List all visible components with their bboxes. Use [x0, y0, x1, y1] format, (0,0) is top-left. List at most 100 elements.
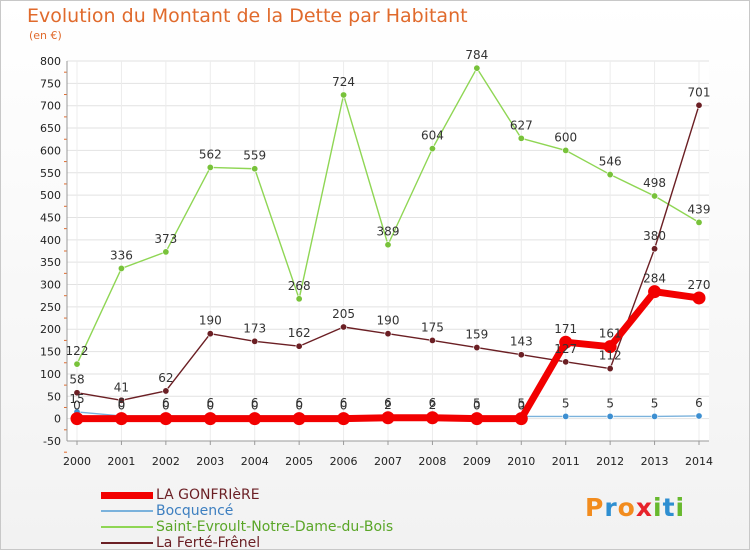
legend-swatch: [101, 542, 153, 544]
y-tick-label: 700: [40, 100, 61, 113]
data-point: [384, 330, 392, 338]
data-point: [117, 396, 125, 404]
data-label: 373: [154, 232, 177, 246]
data-label: 5: [517, 396, 525, 410]
data-label: 2: [429, 398, 437, 412]
data-point: [381, 411, 395, 425]
data-label: 41: [114, 380, 129, 394]
data-label: 546: [599, 155, 622, 169]
data-point: [162, 248, 170, 256]
x-tick-label: 2000: [63, 455, 91, 468]
data-label: 112: [599, 349, 622, 363]
data-point: [203, 412, 217, 426]
data-point: [428, 145, 436, 153]
x-tick-label: 2008: [418, 455, 446, 468]
x-tick-label: 2007: [374, 455, 402, 468]
logo-letter: t: [662, 493, 676, 522]
data-label: 701: [688, 85, 711, 99]
y-tick-label: 550: [40, 167, 61, 180]
y-tick-label: 200: [40, 323, 61, 336]
data-label: 62: [158, 371, 173, 385]
data-label: 6: [295, 396, 303, 410]
legend-label: Saint-Evroult-Notre-Dame-du-Bois: [156, 519, 394, 535]
x-tick-label: 2011: [552, 455, 580, 468]
data-label: 6: [384, 396, 392, 410]
data-label: 173: [243, 321, 266, 335]
data-label: 5: [606, 396, 614, 410]
x-tick-label: 2009: [463, 455, 491, 468]
x-tick-label: 2006: [330, 455, 358, 468]
data-label: 0: [73, 399, 81, 413]
data-label: 5: [562, 396, 570, 410]
data-point: [562, 412, 570, 420]
data-label: 0: [118, 399, 126, 413]
data-point: [603, 340, 617, 354]
y-tick-label: 300: [40, 279, 61, 292]
data-point: [562, 146, 570, 154]
data-point: [248, 412, 262, 426]
data-point: [562, 358, 570, 366]
data-label: 0: [251, 399, 259, 413]
data-label: 190: [377, 314, 400, 328]
data-label: 58: [69, 373, 84, 387]
y-tick-label: 500: [40, 189, 61, 202]
x-tick-label: 2002: [152, 455, 180, 468]
data-label: 5: [651, 396, 659, 410]
y-tick-label: 250: [40, 301, 61, 314]
y-tick-label: 100: [40, 368, 61, 381]
data-label: 162: [288, 326, 311, 340]
data-point: [517, 351, 525, 359]
data-point: [651, 412, 659, 420]
legend-label: La Ferté-Frênel: [156, 535, 261, 551]
data-label: 389: [377, 225, 400, 239]
data-point: [73, 360, 81, 368]
data-label: 498: [643, 176, 666, 190]
data-point: [606, 171, 614, 179]
data-label: 268: [288, 279, 311, 293]
y-tick-label: -50: [43, 435, 61, 448]
y-tick-label: 650: [40, 122, 61, 135]
y-tick-label: 350: [40, 256, 61, 269]
data-point: [606, 412, 614, 420]
data-point: [606, 365, 614, 373]
logo-letter: r: [604, 493, 618, 522]
data-label: 6: [251, 396, 259, 410]
data-point: [295, 295, 303, 303]
x-tick-label: 2003: [196, 455, 224, 468]
data-point: [517, 134, 525, 142]
data-point: [425, 411, 439, 425]
data-point: [695, 412, 703, 420]
data-label: 0: [473, 399, 481, 413]
logo-letter: P: [585, 493, 605, 522]
y-tick-label: 800: [40, 55, 61, 68]
data-label: 161: [599, 327, 622, 341]
logo-letter: i: [653, 493, 663, 522]
data-point: [73, 389, 81, 397]
y-tick-label: 150: [40, 346, 61, 359]
data-point: [559, 335, 573, 349]
data-point: [295, 342, 303, 350]
data-label: 270: [688, 278, 711, 292]
y-tick-label: 50: [47, 390, 61, 403]
data-point: [651, 192, 659, 200]
legend-swatch: [101, 510, 153, 512]
data-point: [292, 412, 306, 426]
data-label: 0: [295, 399, 303, 413]
data-label: 724: [332, 75, 355, 89]
data-point: [692, 291, 706, 305]
data-label: 127: [554, 342, 577, 356]
logo-letter: x: [635, 493, 653, 522]
data-point: [117, 264, 125, 272]
y-tick-label: 750: [40, 77, 61, 90]
data-label: 600: [554, 130, 577, 144]
data-point: [206, 163, 214, 171]
data-point: [251, 337, 259, 345]
data-point: [159, 412, 173, 426]
data-point: [651, 245, 659, 253]
data-point: [384, 241, 392, 249]
x-tick-label: 2010: [507, 455, 535, 468]
data-point: [114, 412, 128, 426]
data-label: 171: [554, 322, 577, 336]
data-label: 0: [206, 399, 214, 413]
